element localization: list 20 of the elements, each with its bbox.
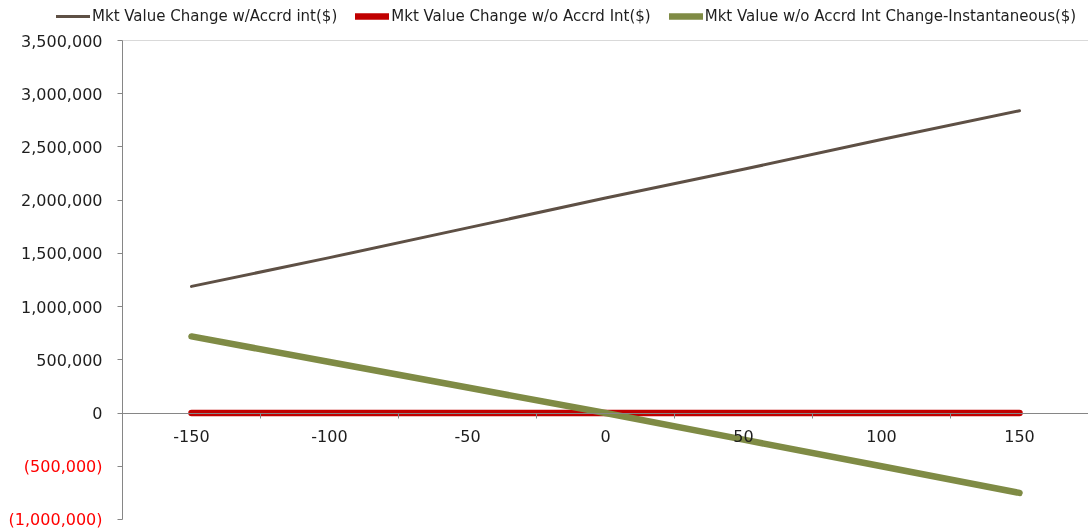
x-tick-label: -150 <box>173 427 210 447</box>
y-tick-label: 2,500,000 <box>21 137 103 157</box>
y-tick-label: 2,000,000 <box>21 191 103 211</box>
y-tick-label: 1,000,000 <box>21 297 103 317</box>
y-tick-label: (1,000,000) <box>8 510 103 529</box>
y-tick-label: 3,500,000 <box>21 31 103 51</box>
y-tick-label: 3,000,000 <box>21 84 103 104</box>
x-tick-label: -50 <box>454 427 481 447</box>
legend-label: Mkt Value w/o Accrd Int Change-Instantaneous($) <box>704 7 1077 25</box>
x-tick-label: 0 <box>600 427 611 447</box>
line-series <box>190 109 1021 288</box>
legend-label: Mkt Value Change w/o Accrd Int($) <box>391 7 651 25</box>
legend-label: Mkt Value Change w/Accrd int($) <box>92 7 338 25</box>
y-tick-label: (500,000) <box>23 456 103 476</box>
x-tick-label: 100 <box>866 427 897 447</box>
x-tick-label: -100 <box>311 427 348 447</box>
y-tick-label: 500,000 <box>36 350 103 370</box>
y-tick-label: 1,500,000 <box>21 244 103 264</box>
x-tick-label: 150 <box>1004 427 1035 447</box>
y-tick-label: 0 <box>92 404 103 424</box>
